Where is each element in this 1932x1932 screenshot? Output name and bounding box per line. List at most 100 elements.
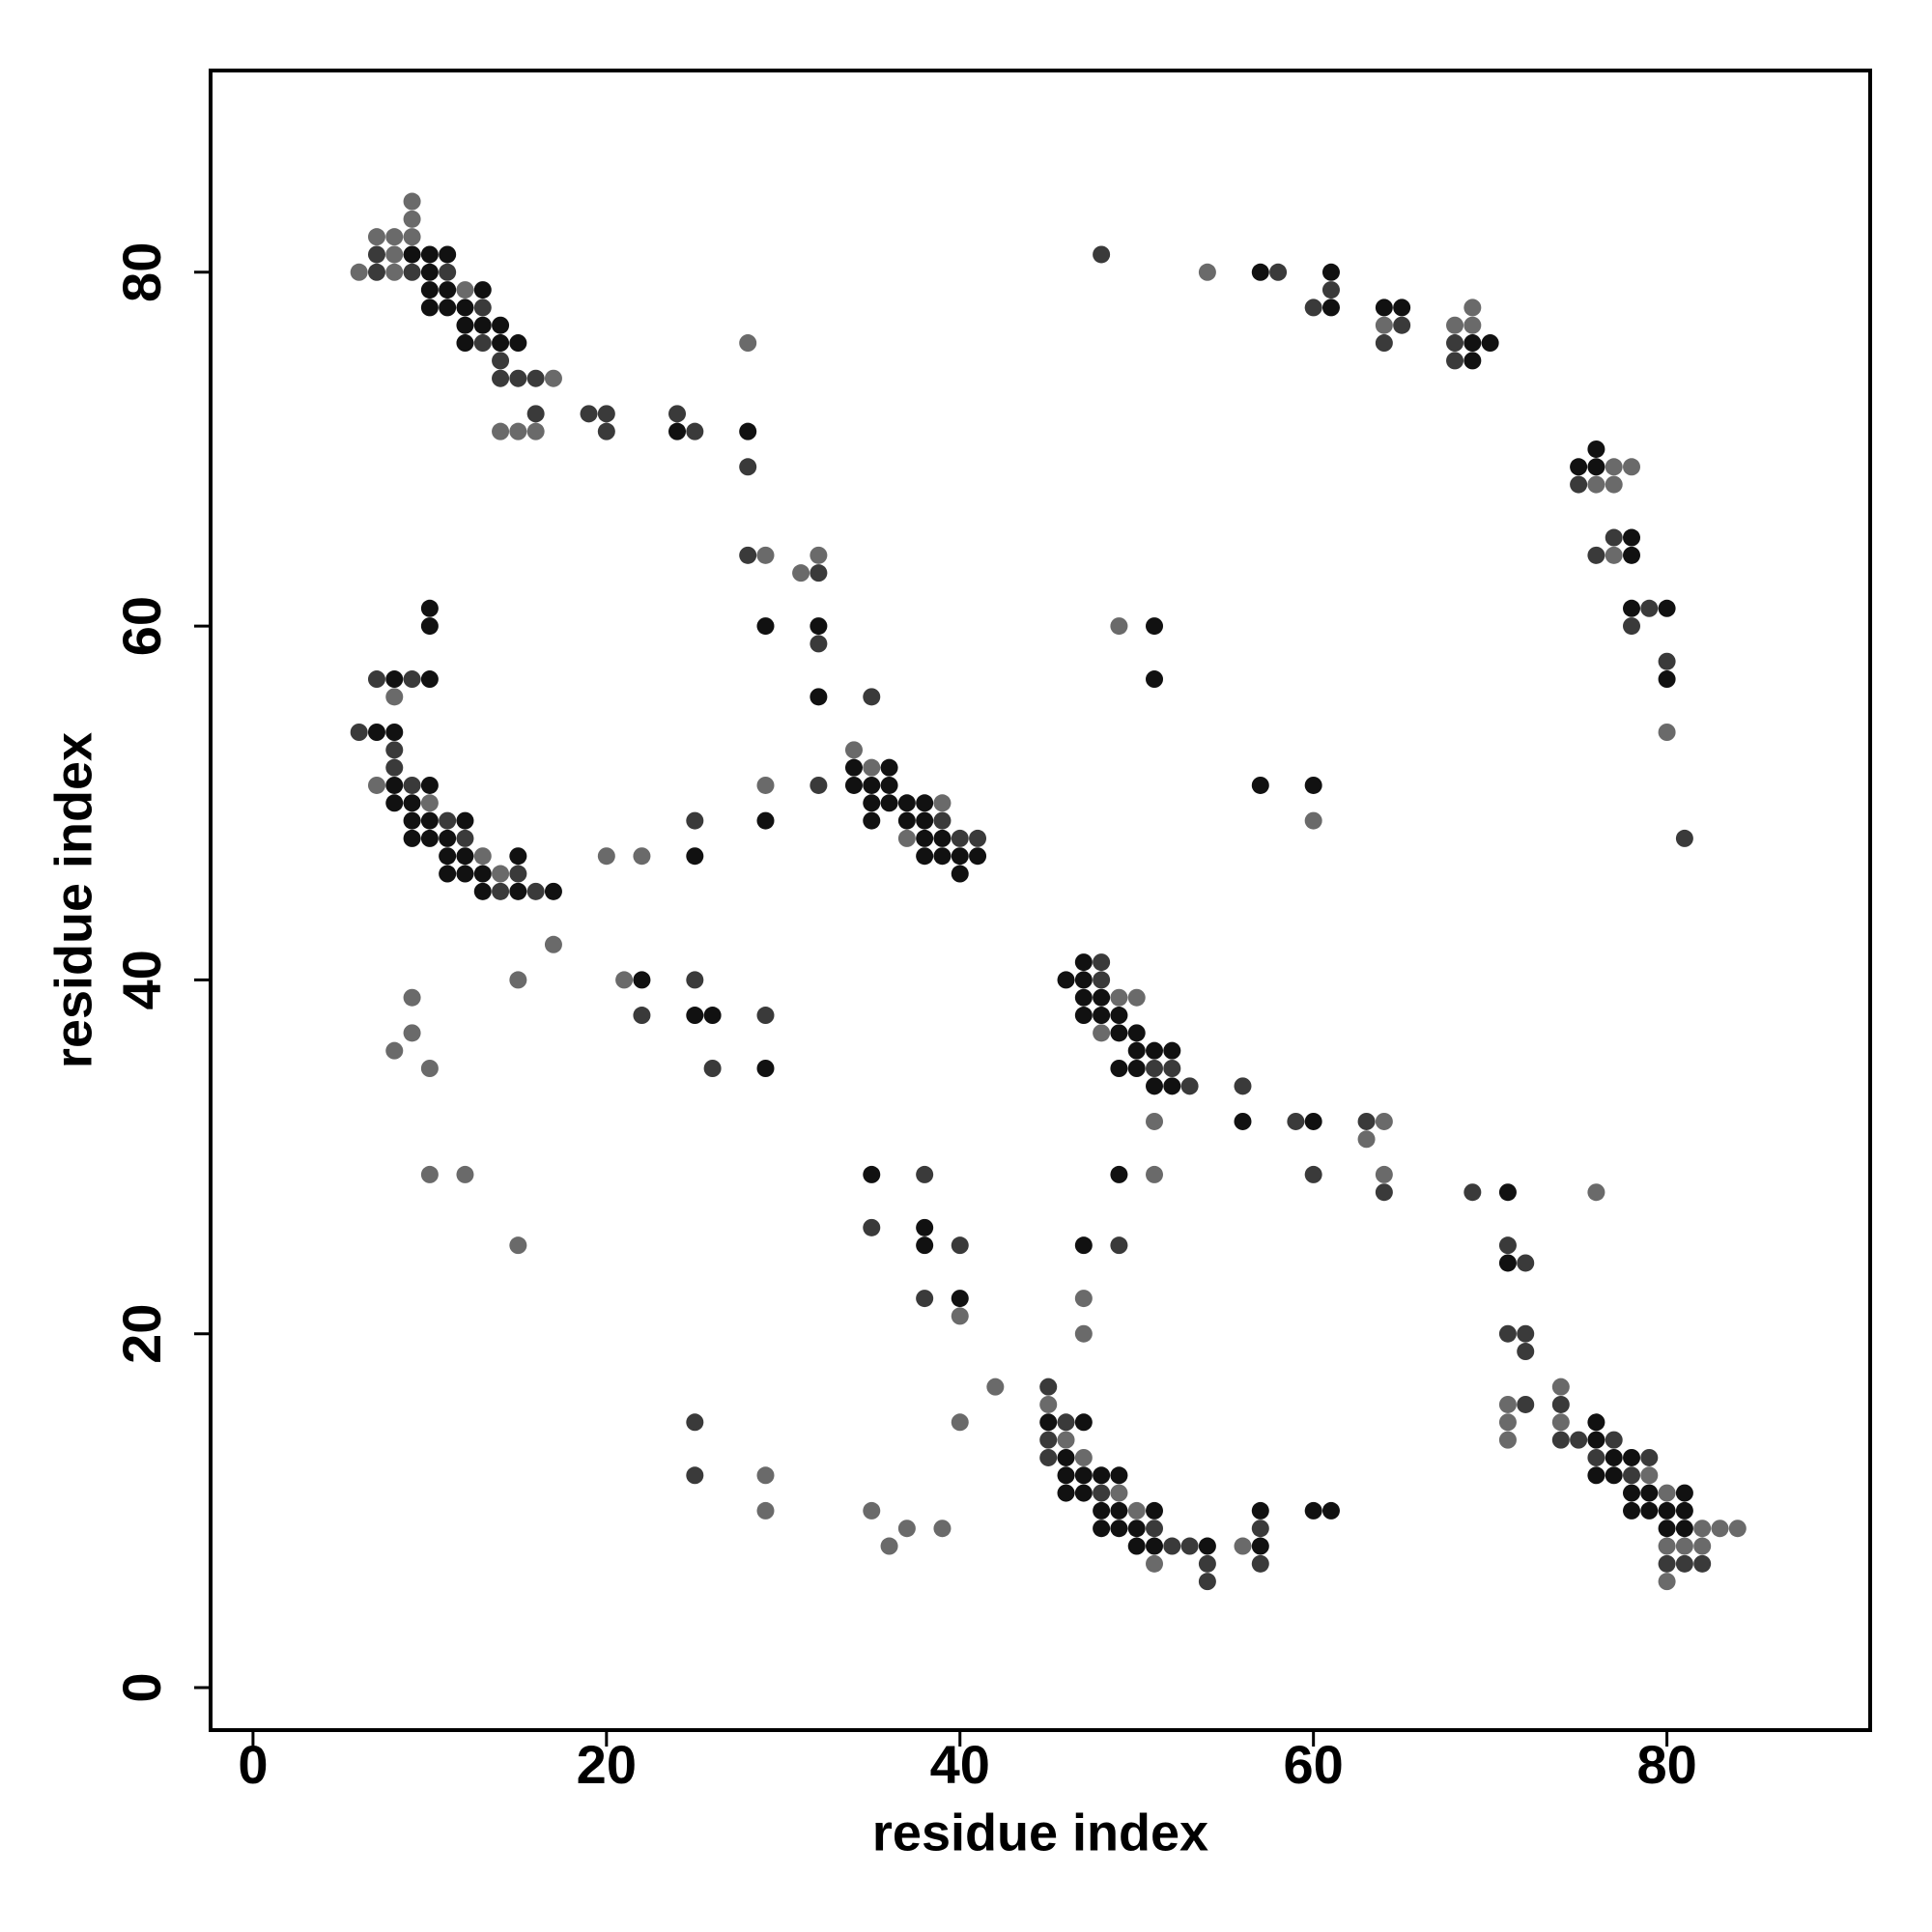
point (1675, 1520, 1693, 1538)
point (863, 1218, 881, 1236)
point (580, 405, 598, 423)
point (1693, 1520, 1712, 1538)
point (492, 882, 510, 900)
point (1127, 1024, 1146, 1042)
point (1074, 988, 1093, 1007)
point (1127, 1501, 1146, 1520)
point (1251, 263, 1269, 281)
point (456, 316, 474, 334)
point (492, 422, 510, 440)
point (1446, 352, 1464, 370)
point (756, 776, 775, 794)
point (1446, 316, 1464, 334)
point (1304, 776, 1322, 794)
point (969, 847, 987, 866)
point (686, 847, 704, 866)
point (916, 1290, 934, 1308)
point (668, 422, 687, 440)
point (473, 847, 492, 866)
point (1074, 1448, 1093, 1466)
point (403, 776, 421, 794)
point (1463, 298, 1482, 317)
point (385, 245, 404, 264)
point (1251, 1554, 1269, 1573)
point (1498, 1395, 1517, 1413)
point (367, 670, 385, 689)
point (686, 971, 704, 989)
point (1551, 1413, 1570, 1432)
point (1658, 1484, 1676, 1502)
point (1570, 458, 1588, 476)
point (1180, 1537, 1199, 1555)
point (1570, 1431, 1588, 1449)
point (1269, 263, 1288, 281)
point (1640, 1448, 1659, 1466)
point (1093, 1501, 1111, 1520)
point (509, 882, 527, 900)
point (1074, 1236, 1093, 1255)
point (951, 829, 969, 847)
point (509, 865, 527, 883)
point (544, 369, 562, 387)
point (1551, 1395, 1570, 1413)
point (1393, 298, 1411, 317)
y-tick-label: 40 (111, 950, 172, 1009)
point (420, 281, 439, 299)
point (1623, 1448, 1641, 1466)
point (969, 829, 987, 847)
point (385, 1041, 404, 1060)
point (420, 1059, 439, 1077)
point (1110, 1520, 1128, 1538)
point (367, 263, 385, 281)
point (1127, 1059, 1146, 1077)
point (385, 724, 404, 742)
point (916, 811, 934, 830)
point (633, 971, 651, 989)
point (1658, 1554, 1676, 1573)
point (916, 847, 934, 866)
point (916, 1236, 934, 1255)
point (1463, 1183, 1482, 1202)
point (1304, 1112, 1322, 1130)
point (1146, 617, 1164, 636)
point (1658, 1537, 1676, 1555)
point (1074, 1466, 1093, 1485)
point (1093, 953, 1111, 972)
point (1693, 1554, 1712, 1573)
point (403, 811, 421, 830)
point (880, 776, 898, 794)
point (385, 741, 404, 759)
point (1039, 1448, 1058, 1466)
point (1146, 1112, 1164, 1130)
point (1623, 458, 1641, 476)
point (633, 1007, 651, 1025)
point (456, 829, 474, 847)
point (986, 1378, 1005, 1396)
point (367, 228, 385, 246)
point (1198, 263, 1216, 281)
point (492, 369, 510, 387)
point (439, 281, 457, 299)
point (1658, 1501, 1676, 1520)
point (1110, 1484, 1128, 1502)
point (1517, 1395, 1535, 1413)
point (403, 263, 421, 281)
point (1481, 334, 1499, 353)
point (810, 546, 828, 564)
point (756, 811, 775, 830)
point (1321, 298, 1340, 317)
point (1110, 1007, 1128, 1025)
point (597, 847, 615, 866)
point (1110, 988, 1128, 1007)
point (1711, 1520, 1729, 1538)
point (863, 758, 881, 777)
point (1146, 670, 1164, 689)
point (1039, 1413, 1058, 1432)
point (385, 776, 404, 794)
point (933, 1520, 952, 1538)
point (367, 724, 385, 742)
point (1093, 1466, 1111, 1485)
point (439, 263, 457, 281)
point (897, 794, 916, 812)
